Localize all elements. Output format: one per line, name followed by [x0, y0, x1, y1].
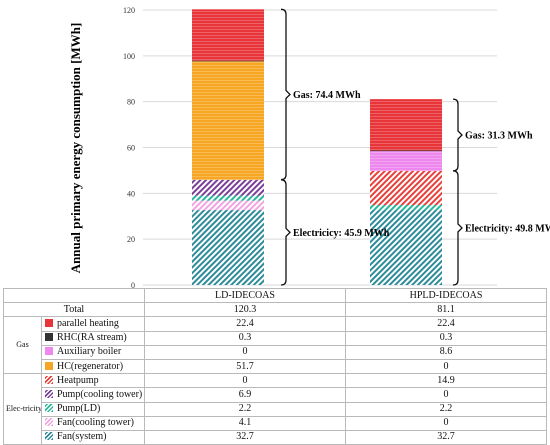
row-value: 2.2: [345, 401, 547, 417]
row-label-cell: parallel heating: [41, 316, 145, 332]
row-value: 0.3: [144, 330, 346, 346]
row-value: 32.7: [345, 429, 547, 445]
table-row: Fan(cooling tower) 4.1 0: [4, 415, 547, 431]
legend-swatch-icon: [45, 404, 53, 413]
row-value: 6.9: [144, 387, 346, 403]
table-header-row: LD-IDECOAS HPLD-IDECOAS: [3, 287, 547, 304]
bar-segment-pump-ld: [370, 205, 442, 211]
annotation-label: Electricity: 49.8 MWh: [465, 223, 550, 234]
table-row: HC(regenerator) 51.7 0: [4, 358, 547, 375]
stacked-bar-chart: Annual primary energy consumption [MWh] …: [68, 6, 550, 290]
legend-swatch-icon: [45, 361, 53, 370]
row-label: Heatpump: [57, 374, 99, 386]
legend-swatch-icon: [45, 347, 53, 356]
row-label: RHC(RA stream): [57, 332, 127, 344]
bar-segment-parallel-heating: [370, 99, 442, 151]
row-label: Fan(cooling tower): [57, 417, 134, 429]
table-body: Total 120.3 81.1 Gas parallel heating 22.4…: [3, 302, 547, 445]
table-row: RHC(RA stream) 0.3 0.3: [4, 330, 547, 346]
legend-swatch-icon: [45, 418, 53, 427]
bar-segment-parallel-heating: [192, 9, 264, 61]
bar-segment-rhc-ra-stream: [192, 60, 264, 62]
table-row: Pump(LD) 2.2 2.2: [4, 401, 547, 417]
legend-swatch-icon: [45, 375, 53, 384]
total-label: Total: [3, 302, 145, 318]
total-row: Total 120.3 81.1: [3, 302, 547, 318]
row-label-cell: Heatpump: [41, 373, 145, 389]
legend-swatch-icon: [45, 333, 53, 342]
annotation-bracket: [280, 179, 291, 286]
row-label-cell: HC(regenerator): [41, 358, 145, 375]
y-tick-label: 40: [127, 189, 135, 198]
row-label: Auxiliary boiler: [57, 346, 122, 358]
row-label-cell: Auxiliary boiler: [41, 344, 145, 360]
group-label: Gas: [3, 316, 42, 375]
column-header-hpld-idecoas: HPLD-IDECOAS: [345, 287, 547, 304]
bar-segment-fan-cooling-tower: [192, 200, 264, 211]
row-value: 8.6: [345, 344, 547, 360]
annotation-bracket: [452, 170, 463, 286]
row-value: 22.4: [345, 316, 547, 332]
column-header-ld-idecoas: LD-IDECOAS: [144, 287, 346, 304]
annotation-label: Gas: 31.3 MWh: [465, 131, 533, 142]
group-label: Elec-tricity: [3, 373, 42, 445]
table-row: Pump(cooling tower) 6.9 0: [4, 387, 547, 403]
annotation-label: Electricicy: 45.9 MWh: [293, 228, 390, 239]
annotation-bracket: [452, 98, 463, 172]
row-value: 2.2: [144, 401, 346, 417]
y-tick-label: 0: [131, 281, 135, 290]
total-value-hpld: 81.1: [345, 302, 547, 318]
row-label: HC(regenerator): [57, 360, 124, 372]
table-row: Fan(system) 32.7 32.7: [4, 429, 547, 445]
row-value: 0: [345, 415, 547, 431]
row-label: Pump(LD): [57, 403, 101, 415]
row-value: 22.4: [144, 316, 346, 332]
row-value: 14.9: [345, 373, 547, 389]
row-label-cell: Fan(system): [41, 429, 145, 445]
y-tick-label: 80: [127, 98, 135, 107]
y-tick-labels: 0 20 40 60 80 100 120: [123, 6, 135, 290]
y-tick-label: 20: [127, 235, 135, 244]
bar-segment-auxiliary-boiler: [370, 151, 442, 171]
bar-segment-pump-cooling-tower: [192, 179, 264, 196]
legend-swatch-icon: [45, 389, 53, 398]
table-row: Elec-tricity Heatpump 0 14.9: [3, 373, 547, 445]
bar-segment-fan-system: [192, 210, 264, 285]
row-label-cell: Fan(cooling tower): [41, 415, 145, 431]
row-label-cell: Pump(LD): [41, 401, 145, 417]
row-value: 32.7: [144, 429, 346, 445]
row-label: parallel heating: [57, 317, 119, 329]
row-value: 51.7: [144, 358, 346, 375]
annotation-label: Gas: 74.4 MWh: [293, 90, 361, 101]
row-value: 0: [345, 387, 547, 403]
y-axis-label: Annual primary energy consumption [MWh]: [68, 23, 83, 274]
y-tick-label: 100: [123, 52, 135, 61]
row-value: 0: [144, 373, 346, 389]
bar-segment-heatpump: [370, 170, 442, 206]
row-label: Pump(cooling tower): [57, 388, 143, 400]
table-row: Auxiliary boiler 0 8.6: [4, 344, 547, 360]
bar-segment-hc-regenerator: [192, 61, 264, 180]
bar-segment-rhc-ra-stream: [370, 150, 442, 152]
row-value: 0.3: [345, 330, 547, 346]
annotation-bracket: [280, 8, 291, 181]
row-value: 0: [345, 358, 547, 375]
bar-segment-pump-ld: [192, 195, 264, 201]
data-table: LD-IDECOAS HPLD-IDECOAS Total 120.3 81.1…: [3, 287, 547, 445]
y-tick-label: 60: [127, 144, 135, 153]
legend-swatch-icon: [45, 318, 53, 327]
row-label-cell: RHC(RA stream): [41, 330, 145, 346]
row-label: Fan(system): [57, 431, 107, 443]
bar-stacks: [192, 9, 442, 285]
bar-segment-fan-system: [370, 210, 442, 285]
total-value-ld: 120.3: [144, 302, 346, 318]
row-value: 0: [144, 344, 346, 360]
row-label-cell: Pump(cooling tower): [41, 387, 145, 403]
row-value: 4.1: [144, 415, 346, 431]
table-header-blank: [3, 287, 145, 304]
y-tick-label: 120: [123, 6, 135, 15]
annotations: Gas: 74.4 MWh Electricicy: 45.9 MWh Gas: 3…: [280, 8, 550, 286]
table-row: Gas parallel heating 22.4 22.4: [3, 316, 547, 375]
